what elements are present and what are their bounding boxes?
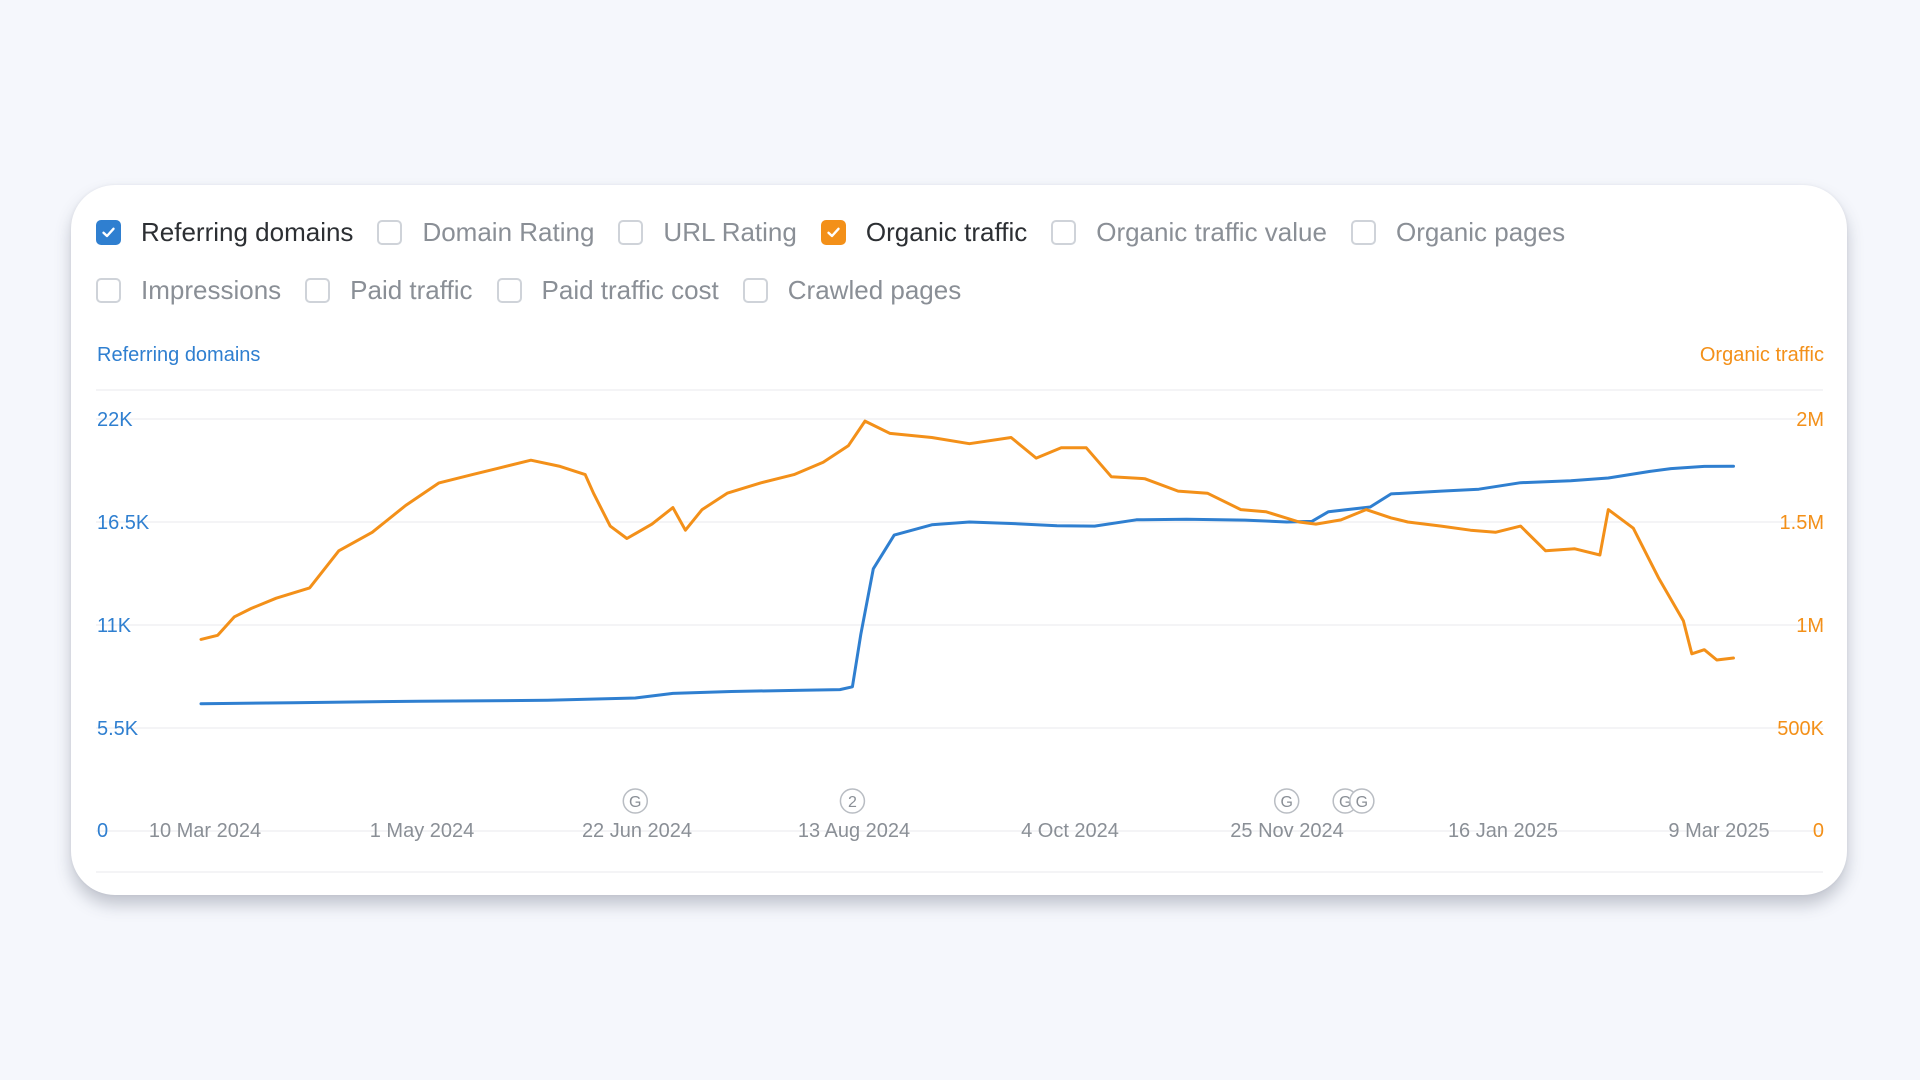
- organic-traffic-line: [199, 419, 1735, 662]
- checkbox-paid-traffic-cost[interactable]: [496, 277, 522, 303]
- metric-toggles-row-2: Impressions Paid traffic Paid traffic cost…: [96, 270, 985, 310]
- checkbox-organic-traffic[interactable]: [820, 219, 846, 245]
- event-marker-label: G: [1339, 794, 1351, 811]
- checkbox-paid-traffic[interactable]: [305, 277, 331, 303]
- check-icon: [102, 227, 115, 237]
- toggle-url-rating[interactable]: URL Rating: [618, 216, 797, 248]
- toggle-paid-traffic[interactable]: Paid traffic: [305, 274, 473, 306]
- right-tick-label: 2M: [1796, 409, 1824, 431]
- x-tick-label: 22 Jun 2024: [582, 820, 692, 842]
- x-tick-label: 10 Mar 2024: [149, 820, 261, 842]
- event-marker-label: G: [629, 794, 641, 811]
- referring-domains-line: [199, 464, 1735, 706]
- chart-area: Referring domains Organic traffic 22K 16.5K…: [96, 344, 1825, 873]
- left-tick-label: 5.5K: [97, 718, 139, 740]
- toggle-label: Organic traffic: [865, 216, 1028, 247]
- toggle-domain-rating[interactable]: Domain Rating: [377, 217, 594, 248]
- right-axis-title: Organic traffic: [1700, 344, 1824, 366]
- toggle-referring-domains[interactable]: Referring domains: [96, 217, 353, 248]
- toggle-crawled-pages[interactable]: Crawled pages: [742, 274, 962, 306]
- toggle-label: Crawled pages: [787, 274, 962, 305]
- chart-card: Referring domains Domain Rating URL Rating…: [71, 185, 1847, 895]
- right-tick-label: 1.5M: [1780, 512, 1824, 534]
- left-tick-label: 22K: [97, 409, 133, 431]
- x-tick-label: 16 Jan 2025: [1448, 820, 1558, 842]
- right-tick-label: 0: [1813, 820, 1824, 842]
- checkbox-url-rating[interactable]: [618, 219, 644, 245]
- event-marker-icon: [1273, 788, 1300, 814]
- event-marker-label: G: [1280, 794, 1292, 811]
- toggle-label: URL Rating: [663, 216, 797, 247]
- checkbox-organic-traffic-value[interactable]: [1051, 219, 1077, 245]
- checkbox-impressions[interactable]: [96, 277, 121, 303]
- x-tick-label: 13 Aug 2024: [798, 820, 910, 842]
- toggle-label: Organic pages: [1395, 216, 1566, 247]
- event-marker-icon: [622, 788, 649, 814]
- left-tick-label: 11K: [97, 615, 132, 637]
- event-marker-label: 2: [848, 794, 857, 811]
- checkbox-referring-domains[interactable]: [96, 219, 121, 245]
- x-tick-label: 4 Oct 2024: [1021, 820, 1119, 842]
- event-marker-label: G: [1356, 794, 1368, 811]
- toggle-impressions[interactable]: Impressions: [96, 275, 281, 306]
- left-axis-title: Referring domains: [97, 344, 260, 366]
- left-tick-label: 16.5K: [97, 512, 150, 534]
- toggle-label: Domain Rating: [422, 216, 595, 247]
- event-marker-icon: [1349, 788, 1375, 814]
- toggle-organic-traffic[interactable]: Organic traffic: [820, 216, 1028, 248]
- toggle-organic-pages[interactable]: Organic pages: [1350, 216, 1566, 248]
- x-tick-label: 9 Mar 2025: [1668, 820, 1769, 842]
- x-tick-label: 1 May 2024: [370, 820, 475, 842]
- event-marker-icon: [839, 788, 866, 814]
- checkbox-domain-rating[interactable]: [377, 219, 403, 245]
- toggle-label: Paid traffic cost: [541, 274, 719, 305]
- toggle-label: Paid traffic: [350, 274, 473, 305]
- left-tick-label: 0: [97, 820, 108, 842]
- checkbox-organic-pages[interactable]: [1350, 219, 1376, 245]
- metric-toggles-row-1: Referring domains Domain Rating URL Rating…: [96, 212, 1589, 252]
- toggle-label: Organic traffic value: [1096, 216, 1327, 247]
- toggle-label: Impressions: [141, 274, 282, 305]
- checkbox-crawled-pages[interactable]: [742, 277, 768, 303]
- right-tick-label: 500K: [1777, 718, 1824, 740]
- toggle-organic-traffic-value[interactable]: Organic traffic value: [1051, 217, 1327, 248]
- x-tick-label: 25 Nov 2024: [1230, 820, 1343, 842]
- check-icon: [827, 227, 840, 237]
- toggle-paid-traffic-cost[interactable]: Paid traffic cost: [496, 274, 719, 306]
- right-tick-label: 1M: [1796, 615, 1824, 637]
- toggle-label: Referring domains: [141, 216, 354, 247]
